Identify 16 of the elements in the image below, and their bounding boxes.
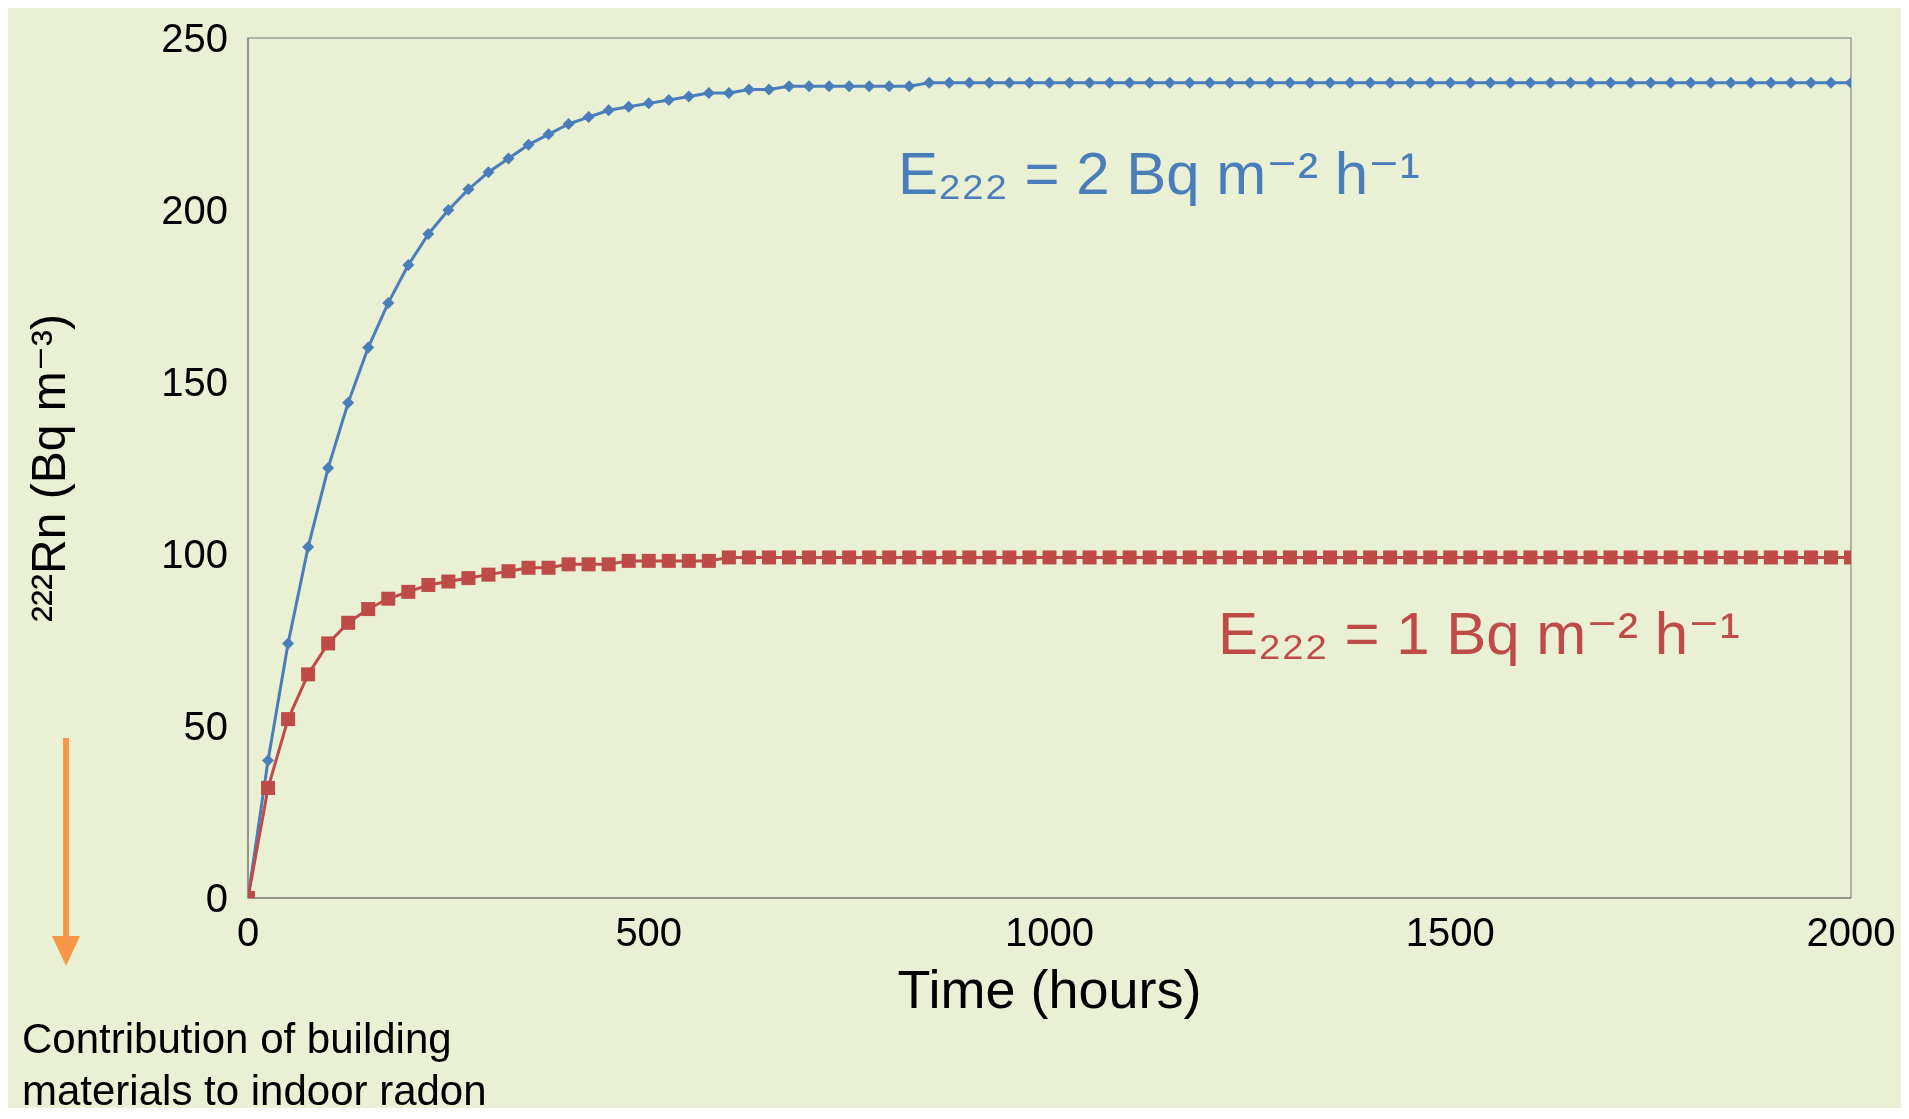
y-tick-label: 50	[183, 704, 228, 749]
x-axis-title: Time (hours)	[897, 959, 1202, 1019]
x-tick-label: 2000	[1806, 910, 1896, 955]
x-tick-label: 0	[236, 910, 260, 955]
y-tick-label: 100	[161, 532, 228, 577]
y-tick-label: 200	[161, 188, 228, 233]
series-label: E₂₂₂ = 2 Bq m⁻² h⁻¹	[898, 139, 1420, 208]
text: Contribution of building materials to indoor radon	[22, 1014, 488, 1116]
y-tick-label: 0	[205, 876, 228, 921]
y-tick-label: 150	[161, 360, 228, 405]
x-tick-label: 1000	[1005, 910, 1094, 955]
y-tick-label: 250	[161, 16, 228, 61]
x-tick-label: 1500	[1405, 910, 1495, 955]
x-tick-label: 500	[615, 910, 683, 955]
series-label: E₂₂₂ = 1 Bq m⁻² h⁻¹	[1218, 599, 1740, 668]
y-axis-title: ²²²Rn (Bq m⁻³)	[22, 314, 76, 622]
